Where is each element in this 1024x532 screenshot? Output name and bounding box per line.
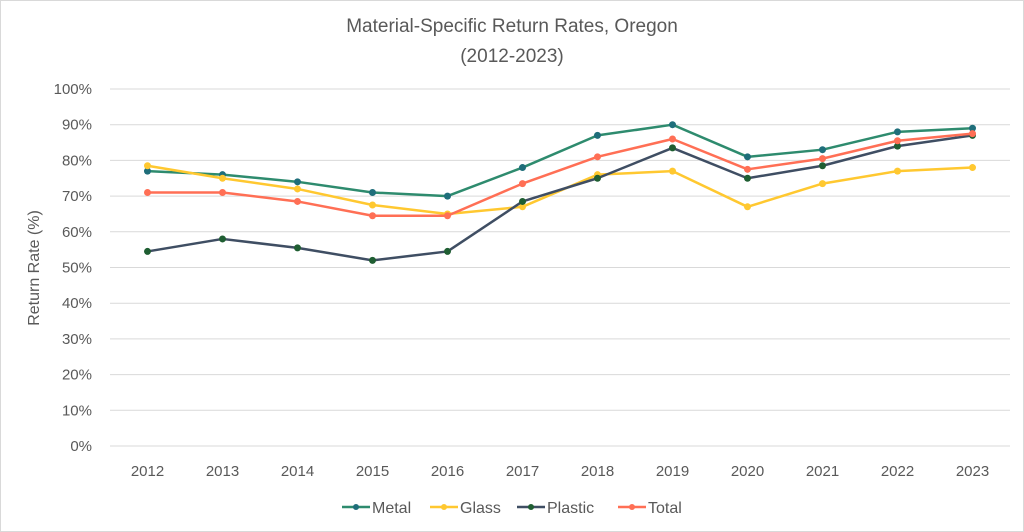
data-point [144,247,151,255]
legend-marker [353,504,359,510]
chart-subtitle: (2012-2023) [460,46,564,67]
data-point [894,137,901,145]
data-point [144,167,151,175]
data-point [894,167,901,175]
x-tick-label: 2017 [506,463,539,480]
data-point [969,164,976,172]
y-tick-label: 30% [62,331,92,348]
data-point [294,244,301,252]
y-tick-label: 80% [62,152,92,169]
series-total [144,130,976,220]
x-tick-label: 2022 [881,463,914,480]
legend-item-metal: Metal [342,500,411,517]
y-tick-label: 0% [70,438,92,455]
data-point [744,153,751,161]
data-point [894,128,901,136]
series-line [147,123,973,198]
y-tick-label: 40% [62,295,92,312]
y-tick-label: 10% [62,402,92,419]
x-tick-label: 2016 [431,463,464,480]
data-point [969,124,976,132]
legend-marker [441,504,447,510]
data-point [819,180,826,188]
legend-marker [629,504,635,510]
data-point [444,192,451,200]
legend-item-total: Total [618,500,682,517]
x-tick-label: 2015 [356,463,389,480]
legend-item-glass: Glass [430,500,501,517]
data-point [519,164,526,172]
legend-label: Plastic [547,500,594,517]
series-line [147,134,973,262]
y-tick-label: 100% [54,81,92,98]
data-point [369,201,376,209]
data-point [669,135,676,143]
data-point [969,130,976,138]
x-tick-label: 2019 [656,463,689,480]
data-point [594,131,601,139]
data-point [519,180,526,188]
data-point [294,178,301,186]
data-point [519,197,526,205]
legend-label: Metal [372,500,411,517]
legend-marker [528,504,534,510]
series-line [147,132,973,217]
data-point [144,189,151,197]
data-point [444,212,451,220]
y-tick-label: 50% [62,260,92,277]
legend-item-plastic: Plastic [517,500,594,517]
data-point [519,203,526,211]
data-point [594,174,601,182]
data-point [294,197,301,205]
y-tick-label: 20% [62,367,92,384]
y-tick-label: 90% [62,117,92,134]
data-point [819,146,826,154]
y-tick-label: 60% [62,224,92,241]
data-point [219,174,226,182]
x-tick-label: 2023 [956,463,989,480]
data-point [369,256,376,264]
chart-title: Material-Specific Return Rates, Oregon [346,16,678,37]
data-point [294,185,301,193]
y-axis-label: Return Rate (%) [26,210,43,326]
data-point [744,165,751,173]
data-point [219,235,226,243]
x-tick-label: 2013 [206,463,239,480]
x-tick-label: 2014 [281,463,314,480]
x-tick-label: 2012 [131,463,164,480]
legend-label: Glass [460,500,501,517]
data-point [144,162,151,170]
data-point [744,203,751,211]
data-point [444,247,451,255]
data-point [669,144,676,152]
x-tick-label: 2018 [581,463,614,480]
y-tick-label: 70% [62,188,92,205]
series-plastic [144,131,976,264]
data-point [594,153,601,161]
data-point [369,189,376,197]
x-tick-label: 2020 [731,463,764,480]
data-point [819,162,826,170]
data-point [669,167,676,175]
data-point [219,189,226,197]
data-point [669,121,676,129]
data-point [369,212,376,220]
x-tick-label: 2021 [806,463,839,480]
data-point [894,142,901,150]
data-point [819,155,826,163]
legend-label: Total [648,500,682,517]
data-point [744,174,751,182]
